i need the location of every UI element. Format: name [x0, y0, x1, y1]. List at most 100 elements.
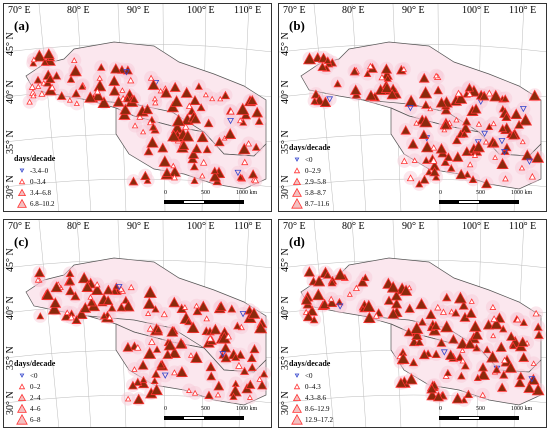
- scale-label: 500: [476, 190, 485, 196]
- legend-item: 2–4: [14, 392, 55, 403]
- station-increase-marker: [34, 267, 46, 278]
- station-increase-marker: [93, 79, 107, 92]
- station-increase-marker: [87, 294, 94, 300]
- station-increase-marker: [158, 155, 172, 167]
- station-increase-marker: [473, 373, 482, 381]
- station-increase-marker: [29, 59, 38, 67]
- station-increase-marker: [205, 361, 217, 372]
- longitude-label: 70° E: [283, 221, 306, 232]
- station-increase-marker: [196, 131, 209, 143]
- station-increase-marker: [496, 157, 509, 169]
- station-increase-marker: [530, 360, 537, 366]
- station-increase-marker: [362, 299, 376, 312]
- station-increase-marker: [400, 157, 408, 165]
- station-increase-marker: [185, 102, 193, 109]
- station-increase-marker: [134, 343, 142, 351]
- station-increase-marker: [108, 75, 121, 86]
- station-increase-marker: [352, 284, 360, 292]
- station-increase-marker: [442, 292, 452, 302]
- station-increase-marker: [357, 276, 369, 287]
- legend-marker: [292, 187, 302, 197]
- station-increase-marker: [143, 347, 157, 359]
- scale-label: 0: [439, 190, 442, 196]
- station-increase-marker: [64, 309, 71, 316]
- station-increase-marker: [86, 297, 97, 307]
- station-increase-marker: [254, 321, 268, 334]
- station-increase-marker: [455, 352, 465, 362]
- station-increase-marker: [455, 168, 467, 180]
- station-decrease-marker: [481, 130, 489, 138]
- legend-triangle-icon: [14, 392, 30, 403]
- legend-triangle-icon: [289, 370, 305, 381]
- legend-marker: [292, 403, 302, 413]
- station-increase-marker: [52, 71, 62, 80]
- scale-label: 500: [201, 190, 210, 196]
- station-increase-marker: [440, 104, 452, 115]
- station-increase-marker: [465, 307, 477, 318]
- station-increase-marker: [309, 315, 319, 324]
- station-increase-marker: [28, 83, 36, 90]
- station-increase-marker: [468, 298, 475, 304]
- station-increase-marker: [302, 311, 314, 322]
- legend-label: <0: [305, 371, 313, 380]
- station-increase-marker: [528, 172, 536, 180]
- station-increase-marker: [139, 375, 148, 383]
- station-increase-marker: [420, 140, 434, 153]
- station-increase-marker: [147, 78, 160, 90]
- longitude-label: 90° E: [127, 5, 150, 16]
- legend-label: <0: [305, 155, 313, 164]
- station-increase-marker: [71, 88, 81, 98]
- station-increase-marker: [122, 299, 135, 312]
- station-decrease-marker: [528, 376, 536, 383]
- station-increase-marker: [440, 320, 454, 333]
- station-increase-marker: [245, 140, 253, 147]
- station-increase-marker: [499, 324, 508, 333]
- legend-triangle-icon: [14, 165, 30, 176]
- station-increase-marker: [169, 81, 181, 92]
- graticule-meridian: [38, 220, 60, 427]
- station-decrease-marker: [239, 311, 247, 318]
- legend-triangle-icon: [289, 187, 305, 198]
- longitude-label: 80° E: [342, 5, 365, 16]
- map-canvas: [279, 4, 546, 211]
- legend: days/decade <0 0–2.9 2.9–5.8 5.8–8.7 8.7–11.6: [289, 143, 330, 209]
- station-increase-marker: [56, 91, 67, 100]
- station-increase-marker: [189, 162, 199, 171]
- longitude-label: 100° E: [462, 5, 490, 16]
- station-decrease-marker: [123, 69, 130, 76]
- station-increase-marker: [363, 69, 372, 77]
- scale-label: 500: [201, 406, 210, 412]
- station-increase-marker: [490, 315, 498, 323]
- longitude-label: 80° E: [67, 221, 90, 232]
- station-increase-marker: [210, 166, 219, 175]
- legend-item: 4.3–8.6: [289, 392, 333, 403]
- station-decrease-marker: [227, 117, 234, 125]
- legend-label: 6–8: [30, 415, 41, 424]
- station-increase-marker: [478, 90, 490, 101]
- latitude-label: 45° N: [5, 32, 16, 56]
- graticule-parallel: [279, 43, 546, 53]
- station-increase-marker: [206, 334, 214, 342]
- station-increase-marker: [302, 52, 317, 65]
- station-increase-marker: [67, 313, 75, 321]
- station-increase-marker: [489, 317, 503, 330]
- station-increase-marker: [463, 389, 474, 399]
- station-increase-marker: [131, 366, 138, 372]
- scale-bar-graphic: [164, 200, 244, 204]
- station-increase-marker: [485, 89, 494, 97]
- station-increase-marker: [140, 170, 151, 181]
- station-increase-marker: [319, 96, 332, 107]
- legend-label: 0–3.4: [30, 177, 46, 186]
- station-increase-marker: [506, 331, 517, 341]
- graticule-meridian: [76, 220, 92, 427]
- station-increase-marker: [482, 138, 490, 145]
- station-increase-marker: [97, 63, 106, 71]
- station-increase-marker: [425, 309, 437, 319]
- latitude-label: 45° N: [280, 32, 291, 56]
- station-increase-marker: [448, 308, 455, 315]
- station-increase-marker: [187, 352, 194, 358]
- station-increase-marker: [418, 72, 430, 83]
- station-increase-marker: [418, 349, 430, 360]
- station-increase-marker: [435, 142, 448, 154]
- station-increase-marker: [533, 322, 543, 331]
